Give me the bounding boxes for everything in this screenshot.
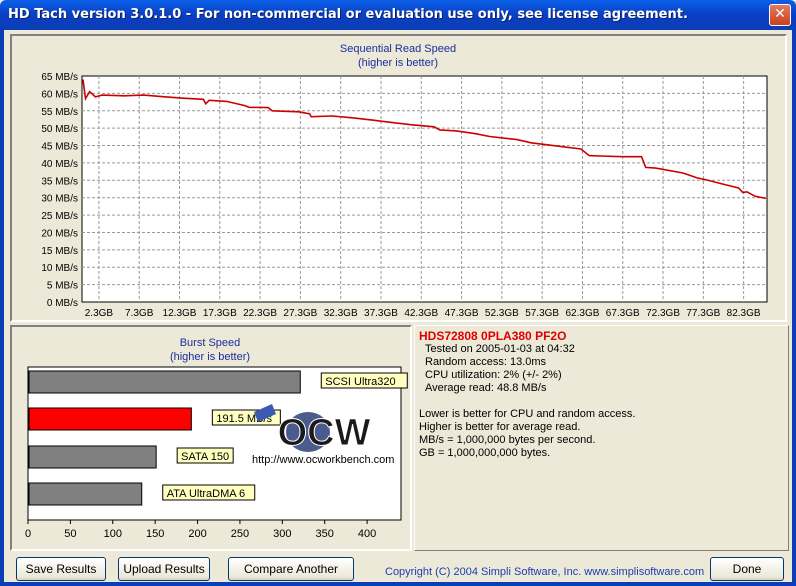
burst-chart-panel: Burst Speed (higher is better) SCSI Ultr… xyxy=(10,325,412,551)
ocw-url: http://www.ocworkbench.com xyxy=(252,454,394,466)
x-tick-label: 52.3GB xyxy=(485,308,519,319)
burst-label-box xyxy=(162,484,256,501)
x-tick-label: 62.3GB xyxy=(565,308,599,319)
random-access: Random access: 13.0ms xyxy=(425,356,547,368)
note-mbs: MB/s = 1,000,000 bytes per second. xyxy=(419,434,596,446)
close-icon[interactable]: ✕ xyxy=(769,4,791,26)
x-tick-label: 47.3GB xyxy=(445,308,479,319)
burst-bar xyxy=(28,445,157,469)
y-tick-label: 0 MB/s xyxy=(47,298,78,309)
y-tick-label: 15 MB/s xyxy=(41,246,78,257)
note-higher-better: Higher is better for average read. xyxy=(419,421,581,433)
cpu-utilization: CPU utilization: 2% (+/- 2%) xyxy=(425,369,562,381)
title-bar: HD Tach version 3.0.1.0 - For non-commer… xyxy=(0,0,796,30)
x-tick-label: 22.3GB xyxy=(243,308,277,319)
results-info-panel: HDS72808 0PLA380 PF2O Tested on 2005-01-… xyxy=(414,325,789,551)
x-tick-label: 32.3GB xyxy=(324,308,358,319)
x-tick-label: 77.3GB xyxy=(686,308,720,319)
x-tick-label: 12.3GB xyxy=(163,308,197,319)
upload-results-button[interactable]: Upload Results xyxy=(118,557,210,581)
burst-bar xyxy=(28,482,143,506)
burst-bar xyxy=(28,407,192,431)
window-title: HD Tach version 3.0.1.0 - For non-commer… xyxy=(8,7,688,22)
burst-bar-label: ATA UltraDMA 6 xyxy=(167,488,245,500)
copyright-text: Copyright (C) 2004 Simpli Software, Inc.… xyxy=(385,566,705,578)
read-chart: Sequential Read Speed (higher is better)… xyxy=(41,43,768,319)
ocw-watermark: OCW http://www.ocworkbench.com xyxy=(252,404,394,466)
burst-bar-label: SATA 150 xyxy=(181,451,229,463)
x-tick-label: 400 xyxy=(358,528,376,540)
burst-chart: Burst Speed (higher is better) SCSI Ultr… xyxy=(25,337,408,540)
x-tick-label: 200 xyxy=(188,528,206,540)
x-tick-label: 82.3GB xyxy=(727,308,761,319)
x-tick-label: 7.3GB xyxy=(125,308,154,319)
read-plot-area xyxy=(81,75,768,303)
x-tick-label: 72.3GB xyxy=(646,308,680,319)
compare-drive-button[interactable]: Compare Another Drive xyxy=(228,557,354,586)
x-tick-label: 0 xyxy=(25,528,31,540)
y-tick-label: 25 MB/s xyxy=(41,211,78,222)
done-button[interactable]: Done xyxy=(710,557,784,581)
x-tick-label: 150 xyxy=(146,528,164,540)
x-tick-label: 42.3GB xyxy=(404,308,438,319)
x-tick-label: 2.3GB xyxy=(85,308,114,319)
satellite-icon xyxy=(254,404,276,422)
x-tick-label: 350 xyxy=(316,528,334,540)
y-tick-label: 10 MB/s xyxy=(41,263,78,274)
drive-model: HDS72808 0PLA380 PF2O xyxy=(419,329,567,343)
x-tick-label: 17.3GB xyxy=(203,308,237,319)
x-tick-label: 250 xyxy=(231,528,249,540)
x-tick-label: 37.3GB xyxy=(364,308,398,319)
y-tick-label: 30 MB/s xyxy=(41,194,78,205)
x-tick-label: 67.3GB xyxy=(606,308,640,319)
tested-date: Tested on 2005-01-03 at 04:32 xyxy=(425,343,575,355)
x-tick-label: 300 xyxy=(273,528,291,540)
read-speed-line xyxy=(82,79,767,200)
y-tick-label: 45 MB/s xyxy=(41,142,78,153)
read-chart-subtitle: (higher is better) xyxy=(358,57,438,69)
ocw-logo-globe xyxy=(286,412,330,452)
ocw-logo: OCW xyxy=(278,412,371,454)
burst-label-box xyxy=(176,447,234,464)
y-tick-label: 60 MB/s xyxy=(41,89,78,100)
burst-bar-label: SCSI Ultra320 xyxy=(325,376,395,388)
burst-bar xyxy=(28,370,301,394)
y-tick-label: 40 MB/s xyxy=(41,159,78,170)
y-tick-label: 20 MB/s xyxy=(41,228,78,239)
burst-chart-subtitle: (higher is better) xyxy=(170,351,250,363)
y-tick-label: 5 MB/s xyxy=(47,281,78,292)
y-tick-label: 65 MB/s xyxy=(41,72,78,83)
note-gb: GB = 1,000,000,000 bytes. xyxy=(419,447,551,459)
save-results-button[interactable]: Save Results xyxy=(16,557,106,581)
x-tick-label: 27.3GB xyxy=(283,308,317,319)
read-chart-title: Sequential Read Speed xyxy=(340,43,456,55)
burst-label-box xyxy=(320,372,408,389)
read-chart-panel: Sequential Read Speed (higher is better)… xyxy=(10,34,787,322)
y-tick-label: 35 MB/s xyxy=(41,176,78,187)
average-read: Average read: 48.8 MB/s xyxy=(425,382,547,394)
burst-chart-title: Burst Speed xyxy=(180,337,241,349)
y-tick-label: 50 MB/s xyxy=(41,124,78,135)
note-lower-better: Lower is better for CPU and random acces… xyxy=(419,408,636,420)
x-tick-label: 57.3GB xyxy=(525,308,559,319)
y-tick-label: 55 MB/s xyxy=(41,107,78,118)
x-tick-label: 50 xyxy=(64,528,76,540)
x-tick-label: 100 xyxy=(104,528,122,540)
